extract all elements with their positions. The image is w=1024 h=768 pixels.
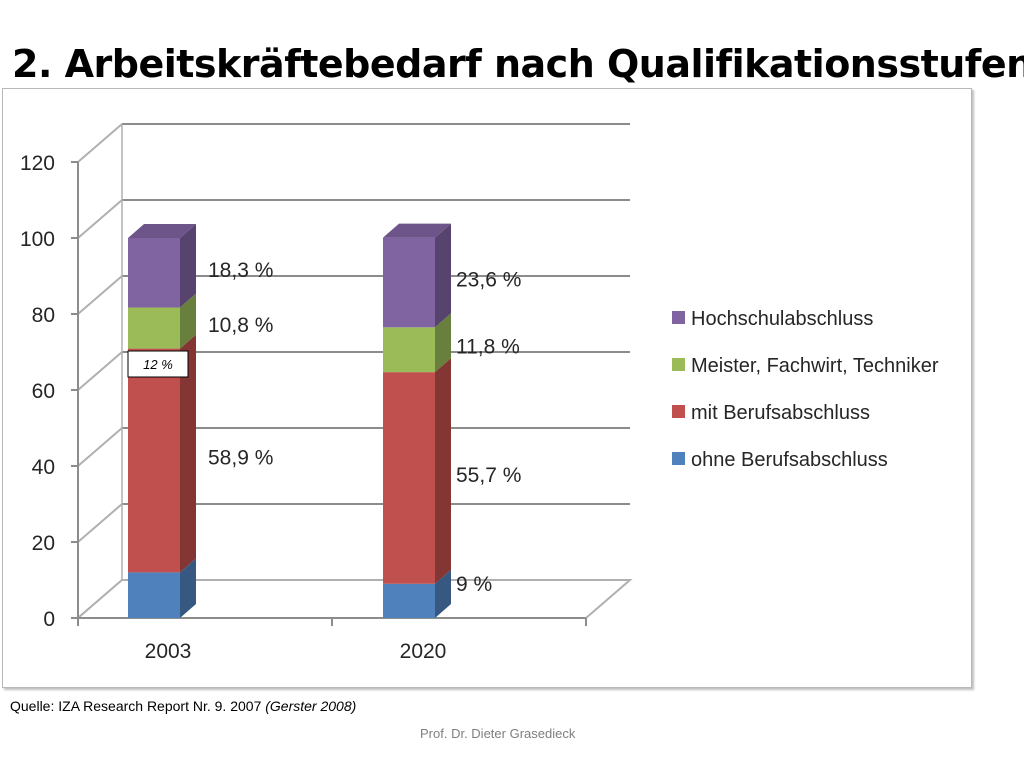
footer-author: Prof. Dr. Dieter Grasedieck (420, 726, 576, 741)
bar-side (435, 313, 451, 373)
bar-side (180, 558, 196, 618)
bar-segment (128, 572, 180, 618)
y-tick-label: 120 (20, 152, 55, 175)
gridline-side (77, 199, 123, 239)
slide-title: 2. Arbeitskräftebedarf nach Qualifikatio… (12, 42, 1024, 86)
legend-label: Meister, Fachwirt, Techniker (691, 355, 939, 377)
y-tick-label: 80 (32, 304, 55, 327)
legend-label: mit Berufsabschluss (691, 402, 870, 424)
bar-side (435, 569, 451, 618)
bar-segment (383, 237, 435, 328)
gridline-side (77, 123, 123, 163)
gridline-side (77, 503, 123, 543)
bar-segment (128, 238, 180, 308)
legend-label: Hochschulabschluss (691, 308, 873, 330)
legend-swatch (672, 311, 685, 324)
bar-segment (383, 327, 435, 373)
y-tick-label: 20 (32, 532, 55, 555)
data-label: 10,8 % (208, 314, 273, 337)
x-tick-label: 2003 (145, 640, 192, 663)
bar-top (383, 223, 451, 238)
bar-side (180, 293, 196, 349)
legend-label: ohne Berufsabschluss (691, 449, 888, 471)
y-tick-label: 100 (20, 228, 55, 251)
data-label: 11,8 % (456, 336, 520, 359)
legend-swatch (672, 358, 685, 371)
y-tick-label: 40 (32, 456, 55, 479)
source-note: Quelle: IZA Research Report Nr. 9. 2007 … (10, 698, 356, 714)
gridline-side (77, 275, 123, 315)
bar-top (128, 224, 196, 238)
data-label: 55,7 % (456, 464, 521, 487)
annotation-box (127, 350, 189, 378)
x-tick-label: 2020 (400, 640, 447, 663)
bar-segment (383, 583, 435, 618)
bar-segment (383, 372, 435, 584)
bar-segment (128, 348, 180, 573)
source-citation: (Gerster 2008) (265, 698, 357, 714)
data-label: 23,6 % (456, 268, 521, 291)
source-text: Quelle: IZA Research Report Nr. 9. 2007 (10, 698, 262, 714)
gridline-side (77, 427, 123, 467)
data-label: 18,3 % (208, 259, 273, 282)
bar-segment (128, 307, 180, 349)
data-label: 58,9 % (208, 446, 273, 469)
bar-side (435, 358, 451, 584)
bar-side (435, 223, 451, 328)
bar-side (180, 224, 196, 308)
y-tick-label: 0 (43, 608, 55, 631)
gridline-side (77, 351, 123, 391)
legend-swatch (672, 405, 685, 418)
y-tick-label: 60 (32, 380, 55, 403)
legend-swatch (672, 452, 685, 465)
bar-side (180, 334, 196, 573)
data-label: 9 % (456, 573, 492, 596)
annotation-label: 12 % (143, 357, 173, 372)
